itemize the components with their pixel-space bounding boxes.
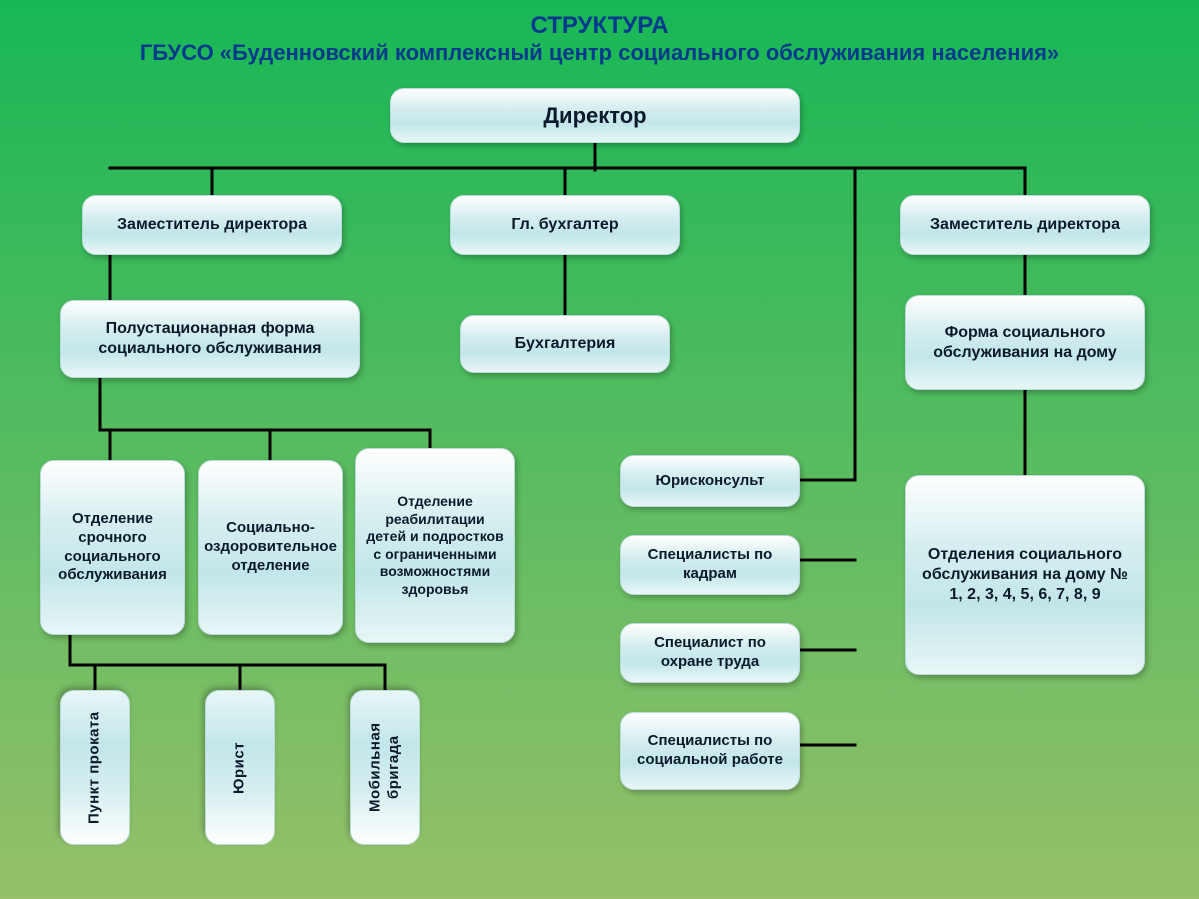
- node-social_work: Специалисты по социальной работе: [620, 712, 800, 790]
- node-chief_acct: Гл. бухгалтер: [450, 195, 680, 255]
- title-block: СТРУКТУРА ГБУСО «Буденновский комплексны…: [0, 12, 1199, 66]
- node-director: Директор: [390, 88, 800, 143]
- node-accounting: Бухгалтерия: [460, 315, 670, 373]
- node-deputy_left: Заместитель директора: [82, 195, 342, 255]
- node-dept_rehab: Отделение реабилитации детей и подростко…: [355, 448, 515, 643]
- title-line-2: ГБУСО «Буденновский комплексный центр со…: [0, 40, 1199, 66]
- node-semi_form: Полустационарная форма социального обслу…: [60, 300, 360, 378]
- node-home_depts: Отделения социального обслуживания на до…: [905, 475, 1145, 675]
- title-line-1: СТРУКТУРА: [0, 12, 1199, 40]
- node-safety: Специалист по охране труда: [620, 623, 800, 683]
- node-legal: Юрисконсульт: [620, 455, 800, 507]
- node-home_form: Форма социального обслуживания на дому: [905, 295, 1145, 390]
- node-dept_wellness: Социально-оздоровительное отделение: [198, 460, 343, 635]
- node-rental: Пункт проката: [60, 690, 130, 845]
- node-hr: Специалисты по кадрам: [620, 535, 800, 595]
- node-lawyer: Юрист: [205, 690, 275, 845]
- node-dept_urgent: Отделение срочного социального обслужива…: [40, 460, 185, 635]
- node-deputy_right: Заместитель директора: [900, 195, 1150, 255]
- node-mobile: Мобильная бригада: [350, 690, 420, 845]
